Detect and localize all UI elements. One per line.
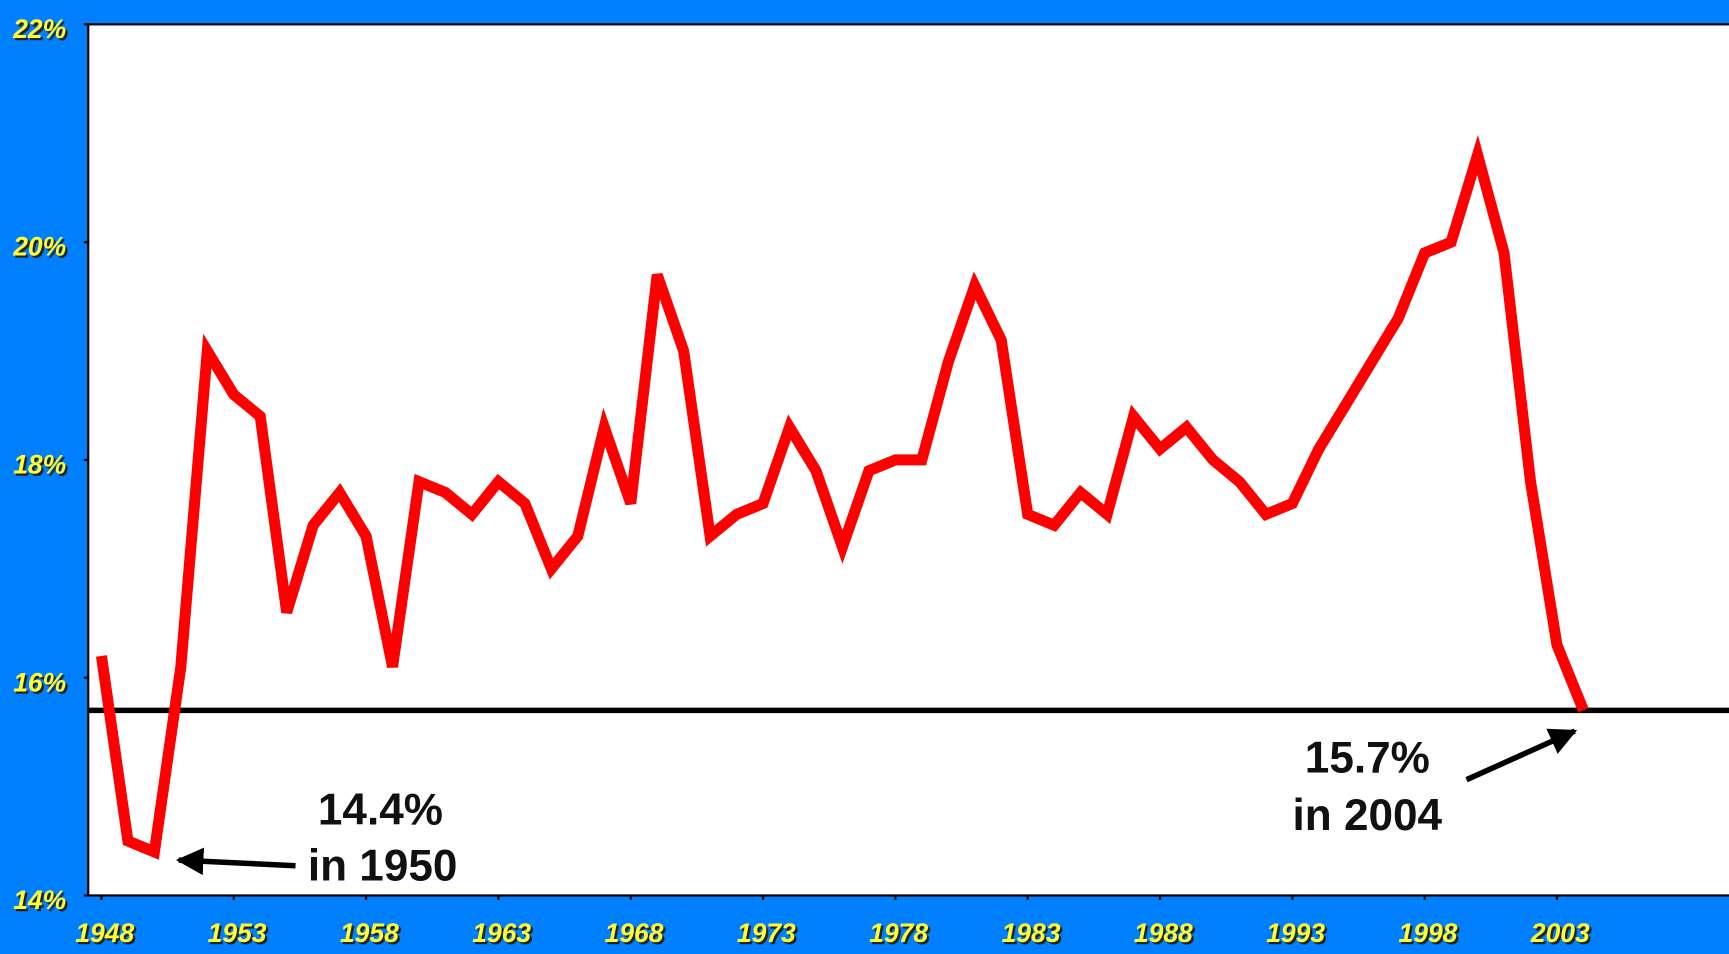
- arrow: [1465, 728, 1578, 783]
- y-tick-label: 20%: [12, 232, 66, 262]
- annotation: in 1950: [308, 842, 458, 891]
- arrow: [175, 847, 296, 876]
- x-tick-label: 1953: [208, 918, 267, 948]
- x-tick-label: 1948: [75, 918, 134, 948]
- data-line: [95, 135, 1589, 860]
- x-tick-label: 1983: [1002, 918, 1061, 948]
- x-tick-label: 2003: [1530, 918, 1590, 948]
- y-tick-label: 18%: [13, 450, 66, 480]
- annotation: 15.7%: [1305, 734, 1430, 783]
- x-tick-label: 1993: [1266, 918, 1325, 948]
- annotation: 14.4%: [318, 785, 443, 834]
- y-tick-label: 14%: [13, 885, 66, 915]
- annotation: in 2004: [1293, 791, 1443, 840]
- y-tick-label: 16%: [13, 667, 66, 697]
- x-tick-label: 1998: [1399, 918, 1458, 948]
- y-tick-label: 22%: [12, 14, 66, 44]
- x-tick-label: 1978: [869, 918, 928, 948]
- x-tick-label: 1973: [737, 918, 796, 948]
- x-tick-label: 1968: [605, 918, 664, 948]
- x-tick-label: 1963: [472, 918, 531, 948]
- x-tick-label: 1958: [340, 918, 399, 948]
- x-tick-label: 1988: [1134, 918, 1193, 948]
